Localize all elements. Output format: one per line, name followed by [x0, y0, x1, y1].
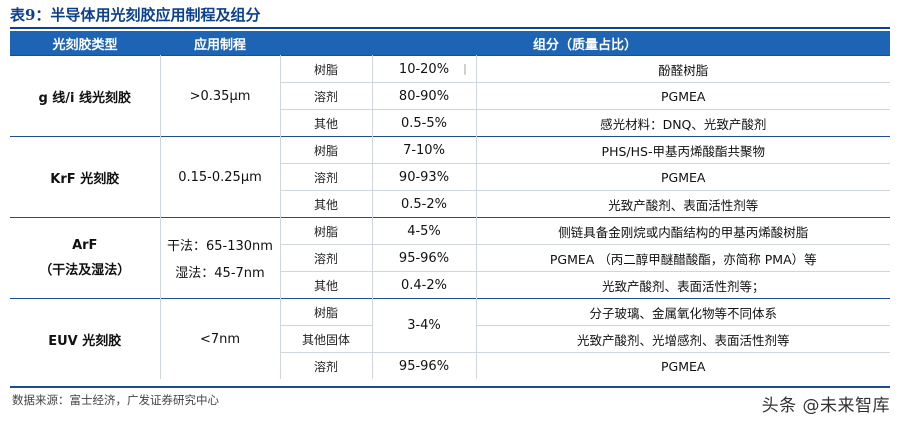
- mass-fraction: 4-5%: [372, 217, 477, 245]
- table-row: 其他 0.5-2% 光致产酸剂、表面活性剂等: [10, 190, 890, 218]
- component-category: 其他: [280, 271, 373, 299]
- resist-type: ArF （干法及湿法）: [10, 217, 161, 299]
- material-desc: 光致产酸剂、光增感剂、表面活性剂等: [476, 325, 890, 353]
- material-desc: 光致产酸剂、表面活性剂等；: [476, 271, 890, 299]
- table-row: 溶剂 95-96% PGMEA （丙二醇甲醚醋酸酯，亦简称 PMA）等: [10, 244, 890, 272]
- header-type: 光刻胶类型: [10, 31, 160, 56]
- resist-type-sub: （干法及湿法）: [39, 263, 131, 278]
- mass-fraction: 7-10%: [372, 136, 477, 164]
- material-desc: 分子玻璃、金属氧化物等不同体系: [476, 298, 890, 326]
- title-rule: [10, 27, 890, 29]
- process-node: 0.15-0.25μm: [160, 136, 281, 218]
- mass-fraction: 95-96%: [372, 352, 477, 379]
- mass-fraction: 0.5-5%: [372, 109, 477, 137]
- material-desc: PHS/HS-甲基丙烯酸酯共聚物: [476, 136, 890, 164]
- component-category: 树脂: [280, 55, 373, 83]
- component-category: 树脂: [280, 298, 373, 326]
- component-category: 溶剂: [280, 82, 373, 110]
- mass-fraction: 3-4%: [372, 298, 477, 353]
- table-row: 其他 0.4-2% 光致产酸剂、表面活性剂等；: [10, 271, 890, 299]
- mass-fraction: 0.4-2%: [372, 271, 477, 299]
- material-desc: 感光材料：DNQ、光致产酸剂: [476, 109, 890, 137]
- table-row: 其他 0.5-5% 感光材料：DNQ、光致产酸剂: [10, 109, 890, 137]
- header-row: 光刻胶类型 应用制程 组分（质量占比）: [10, 31, 890, 56]
- table-row: EUV 光刻胶 <7nm 树脂 3-4% 分子玻璃、金属氧化物等不同体系: [10, 298, 890, 379]
- component-category: 其他: [280, 109, 373, 137]
- table-row: KrF 光刻胶 0.15-0.25μm 树脂 7-10% PHS/HS-甲基丙烯…: [10, 136, 890, 218]
- table-row: 溶剂 90-93% PGMEA: [10, 163, 890, 191]
- material-desc: PGMEA: [476, 352, 890, 379]
- component-category: 树脂: [280, 217, 373, 245]
- watermark: 头条 @未来智库: [761, 396, 890, 416]
- material-desc: PGMEA: [476, 163, 890, 191]
- resist-type: g 线/i 线光刻胶: [10, 55, 161, 137]
- material-desc: PGMEA （丙二醇甲醚醋酸酯，亦简称 PMA）等: [476, 244, 890, 272]
- component-category: 溶剂: [280, 163, 373, 191]
- photoresist-table: 光刻胶类型 应用制程 组分（质量占比） g 线/i 线光刻胶 >0.35μm 树…: [10, 31, 890, 379]
- table-row: 溶剂 80-90% PGMEA: [10, 82, 890, 110]
- mass-fraction: 90-93%: [372, 163, 477, 191]
- table-title: 表9：半导体用光刻胶应用制程及组分: [10, 6, 261, 24]
- mass-fraction: 0.5-2%: [372, 190, 477, 218]
- header-process: 应用制程: [160, 31, 280, 56]
- table-row: 溶剂 95-96% PGMEA: [10, 352, 890, 379]
- mass-fraction: 80-90%: [372, 82, 477, 110]
- material-desc: 侧链具备金刚烷或内酯结构的甲基丙烯酸树脂: [476, 217, 890, 245]
- source-note: 数据来源：富士经济，广发证券研究中心: [12, 393, 219, 407]
- process-node: <7nm: [160, 298, 281, 379]
- component-category: 溶剂: [280, 352, 373, 379]
- process-node: 干法：65-130nm 湿法：45-7nm: [160, 217, 281, 299]
- component-category: 其他: [280, 190, 373, 218]
- material-desc: 酚醛树脂: [476, 55, 890, 83]
- mass-fraction: 95-96%: [372, 244, 477, 272]
- bottom-rule: [10, 386, 890, 388]
- material-desc: PGMEA: [476, 82, 890, 110]
- component-category: 溶剂: [280, 244, 373, 272]
- resist-type: KrF 光刻胶: [10, 136, 161, 218]
- table-row: ArF （干法及湿法） 干法：65-130nm 湿法：45-7nm 树脂 4-5% …: [10, 217, 890, 299]
- material-desc: 光致产酸剂、表面活性剂等: [476, 190, 890, 218]
- resist-type: EUV 光刻胶: [10, 298, 161, 379]
- component-category: 其他固体: [280, 325, 373, 353]
- component-category: 树脂: [280, 136, 373, 164]
- mass-fraction: 10-20% |: [372, 55, 477, 83]
- table-row: 其他固体 光致产酸剂、光增感剂、表面活性剂等: [10, 325, 890, 353]
- table-row: g 线/i 线光刻胶 >0.35μm 树脂 10-20% | 酚醛树脂: [10, 55, 890, 137]
- divider-mark: |: [463, 61, 467, 75]
- process-node: >0.35μm: [160, 55, 281, 137]
- header-composition: 组分（质量占比）: [280, 31, 890, 56]
